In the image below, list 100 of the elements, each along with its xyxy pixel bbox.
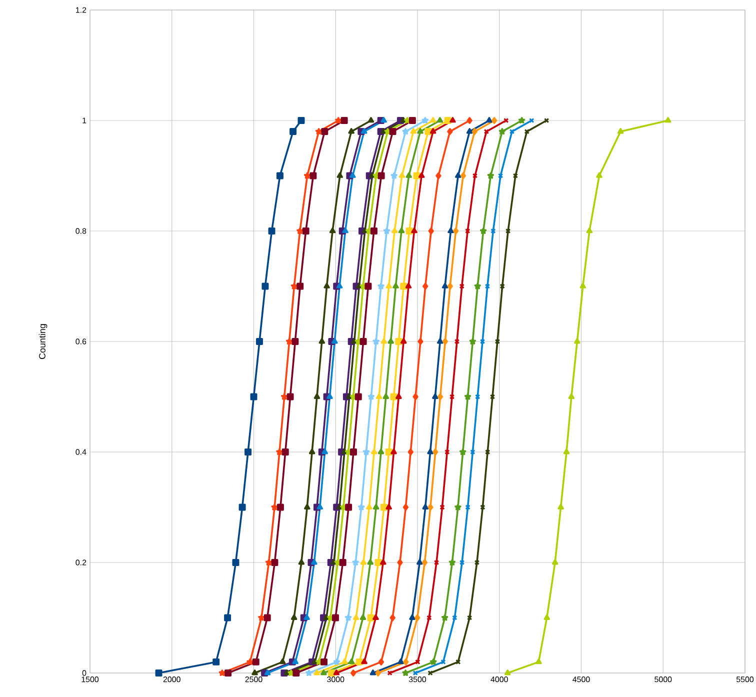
point [350,670,356,676]
point [350,448,357,456]
point [449,394,455,400]
point [386,282,392,288]
point [422,117,429,124]
point [390,614,396,622]
point [448,559,456,566]
point [422,559,428,566]
point [290,614,298,620]
point [348,128,354,134]
point [474,282,481,290]
point [413,172,420,180]
point [333,658,340,665]
point [498,128,506,135]
point [465,504,470,510]
point [396,393,402,399]
point [385,448,392,456]
point [512,173,518,178]
point [342,228,348,234]
point [321,128,328,136]
point [436,172,442,180]
point [391,228,398,234]
point [408,448,414,456]
point [412,393,418,400]
point [335,117,342,124]
point [596,172,602,178]
point [464,393,472,400]
point [452,228,459,234]
point [262,282,269,290]
point [370,670,376,676]
point [617,128,624,134]
point [406,172,412,178]
point [292,670,300,676]
point [491,117,498,124]
point [298,559,305,565]
point [268,228,276,234]
point [552,559,558,565]
point [279,658,286,664]
point [426,615,432,620]
point [328,670,336,676]
point [390,172,398,179]
point [397,559,403,566]
point [403,658,409,666]
point [402,504,409,511]
point [296,282,304,290]
point [418,338,424,345]
point [374,559,382,566]
point [368,117,374,123]
point [290,282,298,290]
point [375,670,381,676]
point [360,128,368,134]
point [422,282,428,290]
point [544,614,550,620]
point [563,448,570,454]
point [368,393,375,400]
point [356,658,363,666]
point [480,228,487,234]
point [494,338,500,344]
point [155,670,162,676]
point [448,228,454,234]
point [415,659,420,665]
point [380,117,387,123]
point [417,128,424,134]
point [454,172,462,178]
point [218,670,226,676]
point [372,504,380,510]
point [333,670,340,676]
point [455,659,461,665]
point [264,614,271,622]
point [322,448,328,454]
point [304,504,310,510]
point [395,338,402,345]
point [326,393,333,399]
point [224,614,232,622]
point [509,128,515,134]
point [400,338,407,344]
point [586,228,593,234]
point [568,393,575,399]
point [414,614,420,622]
point [378,658,384,666]
point [314,393,320,399]
point [472,128,478,136]
point [480,338,486,344]
point [398,658,404,664]
point [380,559,386,565]
point [442,282,448,288]
point [339,559,346,566]
point [224,670,232,676]
point [292,658,298,664]
point [345,504,352,511]
point [498,173,504,178]
point [428,504,434,511]
point [430,117,436,123]
point [390,448,397,454]
point [318,338,326,344]
point [298,117,305,124]
point [490,394,496,400]
point [440,504,445,510]
point [432,393,438,399]
point [329,228,336,234]
